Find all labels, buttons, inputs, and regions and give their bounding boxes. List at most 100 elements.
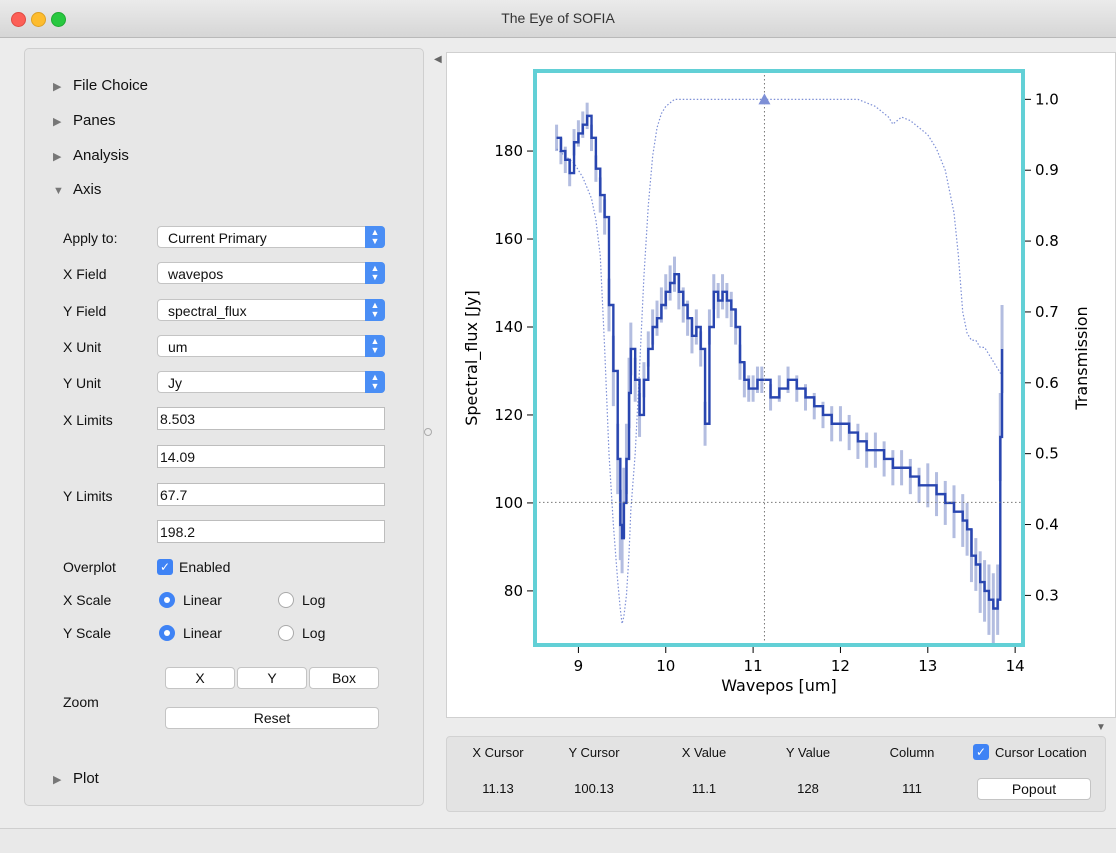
x-scale-label: X Scale [63,592,112,608]
section-panes[interactable]: ▶ Panes [53,112,116,129]
y2-tick-label: 0.6 [1035,374,1059,392]
updown-chevron-icon: ▲ ▼ [365,335,385,357]
y-tick-label: 100 [494,494,523,512]
checkmark-icon: ✓ [975,745,987,759]
apply-to-label: Apply to: [63,230,118,246]
x-field-label: X Field [63,266,107,282]
flux-error-band [555,102,1004,644]
x-value-value: 11.1 [691,781,717,796]
updown-chevron-icon: ▲ ▼ [365,226,385,248]
y-value-header: Y Value [785,745,831,760]
y-cursor-value: 100.13 [574,781,614,796]
cursor-location-label: Cursor Location [995,745,1087,760]
y-scale-label: Y Scale [63,625,111,641]
minimize-window-button[interactable] [31,12,46,27]
y-unit-select[interactable]: Jy ▲ ▼ [157,371,385,393]
cursor-marker [758,93,771,105]
y-axis-label: Spectral_flux [Jy] [462,290,482,426]
collapsed-arrow-icon: ▶ [53,116,62,128]
x-tick-label: 9 [574,657,584,675]
zoom-box-button[interactable]: Box [309,667,379,689]
y-field-value: spectral_flux [168,303,247,319]
section-analysis[interactable]: ▶ Analysis [53,147,129,164]
collapse-left-arrow-icon[interactable]: ◀ [434,54,442,65]
y2-tick-label: 0.3 [1035,586,1059,604]
overplot-enabled-label: Enabled [179,559,231,575]
collapse-down-arrow-icon[interactable]: ▼ [1096,722,1106,733]
y-limit-min-input[interactable]: 67.7 [157,483,385,506]
y-field-select[interactable]: spectral_flux ▲ ▼ [157,299,385,321]
collapsed-arrow-icon: ▶ [53,81,62,93]
title-bar: The Eye of SOFIA [0,0,1116,38]
section-axis[interactable]: ▼ Axis [53,181,101,198]
y-limits-label: Y Limits [63,488,113,504]
cursor-location-checkbox[interactable]: ✓ [973,744,989,760]
updown-chevron-icon: ▲ ▼ [365,299,385,321]
x-unit-select[interactable]: um ▲ ▼ [157,335,385,357]
plot-area[interactable]: 9 10 11 12 13 14 80 100 120 140 160 180 0.3 0.4 0.5 0… [446,52,1116,718]
zoom-label: Zoom [63,694,99,710]
y2-tick-label: 0.7 [1035,303,1059,321]
section-plot[interactable]: ▶ Plot [53,770,99,787]
x-scale-linear-radio[interactable] [159,592,175,608]
flux-line [556,114,1004,610]
x-field-select[interactable]: wavepos ▲ ▼ [157,262,385,284]
y-scale-linear-radio[interactable] [159,625,175,641]
y2-axis-label: Transmission [1072,306,1091,410]
popout-button[interactable]: Popout [977,778,1091,800]
y-scale-linear-label: Linear [183,625,222,641]
y2-tick-label: 0.4 [1035,516,1059,534]
close-window-button[interactable] [11,12,26,27]
x-scale-log-radio[interactable] [278,592,294,608]
y2-tick-label: 0.8 [1035,232,1059,250]
y-unit-value: Jy [168,375,182,391]
zoom-y-button[interactable]: Y [237,667,307,689]
x-value-header: X Value [681,745,727,760]
y-tick-label: 140 [494,318,523,336]
y-tick-label: 120 [494,406,523,424]
x-limit-min-input[interactable]: 8.503 [157,407,385,430]
overplot-checkbox[interactable]: ✓ [157,559,173,575]
zoom-reset-button[interactable]: Reset [165,707,379,729]
column-header: Column [889,745,935,760]
x-tick-label: 14 [1006,657,1025,675]
status-bar [0,828,1116,853]
x-tick-label: 11 [744,657,763,675]
y-scale-log-radio[interactable] [278,625,294,641]
y-limit-max-input[interactable]: 198.2 [157,520,385,543]
y2-tick-label: 0.9 [1035,161,1059,179]
y-cursor-header: Y Cursor [568,745,620,760]
y-unit-label: Y Unit [63,375,101,391]
axes-frame [533,69,1025,647]
section-label: File Choice [73,77,149,94]
x-tick-label: 13 [918,657,937,675]
x-cursor-header: X Cursor [472,745,524,760]
x-scale-log-label: Log [302,592,326,608]
y-ticks: 80 100 120 140 160 180 [494,142,533,600]
y2-ticks: 0.3 0.4 0.5 0.6 0.7 0.8 0.9 1.0 [1025,90,1059,604]
x-axis-label: Wavepos [um] [721,676,837,695]
transmission-line [556,98,1003,624]
y-tick-label: 180 [494,142,523,160]
updown-chevron-icon: ▲ ▼ [365,371,385,393]
zoom-window-button[interactable] [51,12,66,27]
x-ticks: 9 10 11 12 13 14 [574,647,1025,675]
y-tick-label: 80 [504,582,523,600]
zoom-x-button[interactable]: X [165,667,235,689]
checkmark-icon: ✓ [159,560,171,574]
y-value-value: 128 [797,781,819,796]
y-tick-label: 160 [494,230,523,248]
apply-to-select[interactable]: Current Primary ▲ ▼ [157,226,385,248]
x-tick-label: 12 [831,657,850,675]
section-label: Panes [73,112,116,129]
section-file-choice[interactable]: ▶ File Choice [53,77,148,94]
x-unit-label: X Unit [63,339,102,355]
x-limit-max-input[interactable]: 14.09 [157,445,385,468]
x-field-value: wavepos [168,266,224,282]
splitter-handle[interactable] [424,428,432,436]
x-tick-label: 10 [656,657,675,675]
section-label: Analysis [73,147,129,164]
x-cursor-value: 11.13 [482,781,514,796]
x-unit-value: um [168,339,188,355]
